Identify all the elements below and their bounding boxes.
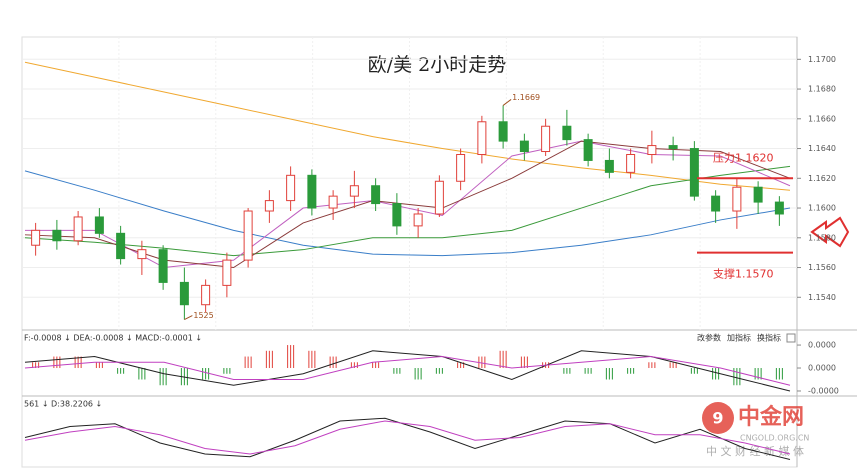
candle-body (711, 195, 721, 212)
candle-body (668, 145, 678, 150)
y-tick-label: 1.1560 (808, 263, 836, 272)
candle-body (201, 284, 211, 306)
candle-body (179, 281, 189, 306)
candle-body (434, 180, 444, 215)
indicator-line (24, 356, 791, 386)
candle-body (477, 121, 487, 155)
candle-body (286, 174, 296, 202)
candle-body (158, 249, 168, 283)
candle-body (562, 125, 572, 141)
y-tick-label: 1.1580 (808, 233, 836, 242)
y-tick-label: 1.1620 (808, 174, 836, 183)
y-tick-label: 0.0000 (808, 341, 836, 350)
candle-body (689, 148, 699, 197)
candle-body (647, 145, 657, 155)
button[interactable]: 改参数 (697, 333, 721, 343)
pointer (184, 315, 193, 321)
level-label: 支撑1.1570 (713, 267, 774, 281)
y-tick-label: 1.1680 (808, 85, 836, 94)
candle-body (116, 232, 126, 260)
candle-body (498, 121, 508, 142)
candle-body (371, 185, 381, 205)
chart-title: 欧/美 2小时走势 (368, 54, 507, 76)
high-label: 1.1669 (512, 93, 540, 102)
y-tick-label: 1.1660 (808, 114, 836, 123)
y-tick-label: -0.0000 (808, 386, 839, 395)
candle-body (328, 195, 338, 209)
candle-body (604, 159, 614, 173)
candle-body (583, 139, 593, 161)
candle-body (264, 200, 274, 212)
indicator-line (24, 165, 791, 257)
y-tick-label: 1.1600 (808, 204, 836, 213)
candle-body (243, 210, 253, 261)
indicator-line (24, 420, 791, 455)
frame (21, 36, 798, 468)
watermark-site: CNGOLD.ORG.CN (740, 434, 809, 443)
kd-header: 561 ↓ D:38.2206 ↓ (24, 400, 102, 409)
level-label: 压力1.1620 (713, 151, 774, 164)
indicator-line (25, 140, 791, 269)
indicator-line (24, 417, 791, 460)
candle-body (519, 140, 529, 153)
candle-body (349, 185, 359, 197)
button[interactable]: 加指标 (727, 333, 751, 343)
candle-body (392, 203, 402, 227)
logo-mark: 9 (712, 409, 723, 428)
close-button[interactable] (786, 333, 796, 343)
candle-body (52, 229, 62, 242)
candle-body (307, 174, 317, 209)
candle-body (753, 186, 763, 203)
candle-body (31, 229, 41, 246)
candle-body (73, 216, 83, 242)
watermark-name: 中金网 (738, 404, 804, 430)
candle-body (732, 186, 742, 212)
indicator-line (24, 170, 791, 257)
candle-body (541, 125, 551, 153)
logo (702, 402, 734, 434)
macd-header: F:-0.0008 ↓ DEA:-0.0008 ↓ MACD:-0.0001 ↓ (24, 334, 202, 343)
y-tick-label: 1.1640 (808, 144, 836, 153)
candle-body (774, 201, 784, 215)
arrow (810, 216, 850, 248)
low-label: 1525 (193, 311, 213, 320)
y-tick-label: 0.0000 (808, 364, 836, 373)
indicator-line (24, 61, 791, 191)
button[interactable]: 换指标 (757, 333, 781, 343)
pointer (502, 99, 512, 106)
indicator-line (24, 350, 791, 392)
candle-body (94, 216, 104, 234)
candle-body (222, 259, 232, 286)
candle-body (456, 153, 466, 182)
candle-body (413, 213, 423, 227)
candle-body (626, 153, 636, 173)
indicator-line (24, 140, 791, 269)
candle-body (137, 249, 147, 260)
y-tick-label: 1.1540 (808, 293, 836, 302)
y-tick-label: 1.1700 (808, 55, 836, 64)
